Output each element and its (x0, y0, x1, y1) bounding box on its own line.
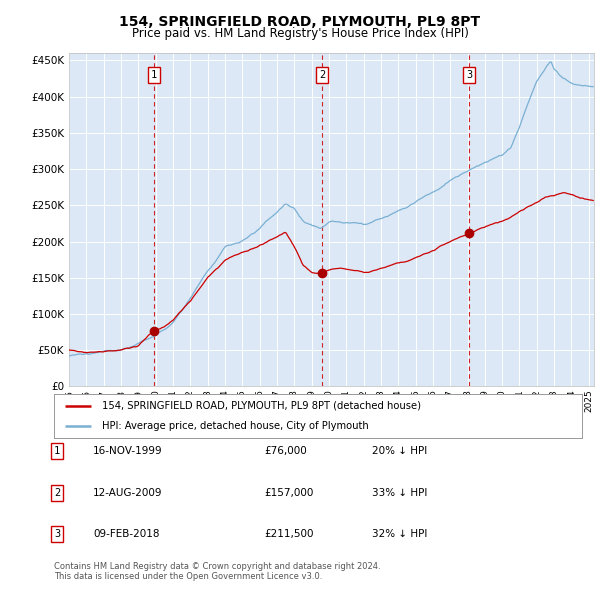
Text: 32% ↓ HPI: 32% ↓ HPI (372, 529, 427, 539)
Text: 2: 2 (54, 488, 60, 497)
Text: 154, SPRINGFIELD ROAD, PLYMOUTH, PL9 8PT (detached house): 154, SPRINGFIELD ROAD, PLYMOUTH, PL9 8PT… (101, 401, 421, 411)
Text: 1: 1 (151, 70, 157, 80)
Text: £211,500: £211,500 (264, 529, 314, 539)
Text: 09-FEB-2018: 09-FEB-2018 (93, 529, 160, 539)
Text: Contains HM Land Registry data © Crown copyright and database right 2024.
This d: Contains HM Land Registry data © Crown c… (54, 562, 380, 581)
Text: £76,000: £76,000 (264, 447, 307, 456)
Text: 3: 3 (54, 529, 60, 539)
Text: HPI: Average price, detached house, City of Plymouth: HPI: Average price, detached house, City… (101, 421, 368, 431)
Text: 12-AUG-2009: 12-AUG-2009 (93, 488, 163, 497)
Text: 33% ↓ HPI: 33% ↓ HPI (372, 488, 427, 497)
Text: 3: 3 (466, 70, 473, 80)
Text: £157,000: £157,000 (264, 488, 313, 497)
Text: 154, SPRINGFIELD ROAD, PLYMOUTH, PL9 8PT: 154, SPRINGFIELD ROAD, PLYMOUTH, PL9 8PT (119, 15, 481, 29)
Text: 1: 1 (54, 447, 60, 456)
Text: Price paid vs. HM Land Registry's House Price Index (HPI): Price paid vs. HM Land Registry's House … (131, 27, 469, 40)
Text: 16-NOV-1999: 16-NOV-1999 (93, 447, 163, 456)
Text: 20% ↓ HPI: 20% ↓ HPI (372, 447, 427, 456)
Text: 2: 2 (319, 70, 325, 80)
